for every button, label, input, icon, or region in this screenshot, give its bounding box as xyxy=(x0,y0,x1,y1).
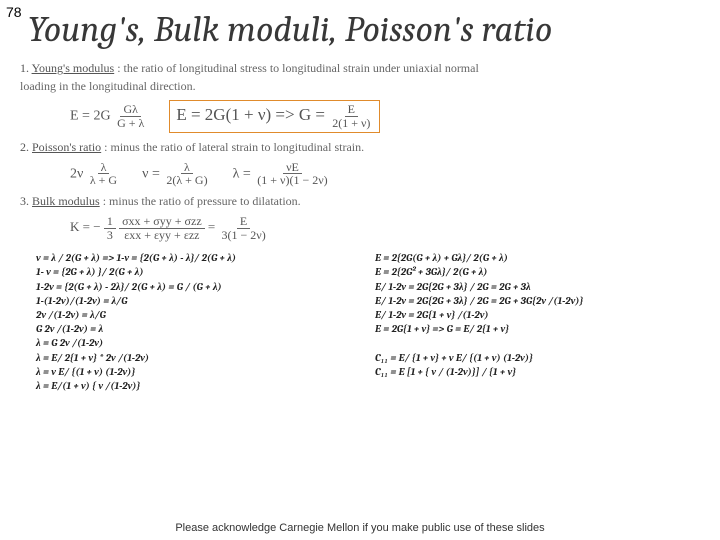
deriv-line: E/ 1-2ν = 2G{1 + ν} /(1-2ν) xyxy=(375,308,684,322)
eq-frac: νE (1 + ν)(1 − 2ν) xyxy=(254,161,330,187)
frac-num: λ xyxy=(98,161,110,175)
def-label: Poisson's ratio xyxy=(32,140,101,154)
frac-den: εxx + εyy + εzz xyxy=(121,229,202,242)
deriv-line: λ = G 2ν /(1-2ν) xyxy=(36,336,345,350)
deriv-line: 1- ν = {2G + λ) }/ 2(G + λ) xyxy=(36,265,345,279)
def-num: 2. xyxy=(20,140,29,154)
eq-frac2: E 2(1 + ν) xyxy=(329,103,373,129)
eq-frac: σxx + σyy + σzz εxx + εyy + εzz xyxy=(119,215,205,241)
left-column: ν = λ / 2(G + λ) => 1-ν = {2(G + λ) - λ}… xyxy=(36,251,345,393)
frac-den: 2(λ + G) xyxy=(163,174,210,187)
derivations: ν = λ / 2(G + λ) => 1-ν = {2(G + λ) - λ}… xyxy=(36,251,684,393)
eq-frac: λ λ + G xyxy=(87,161,120,187)
def-num: 1. xyxy=(20,61,29,75)
def-poisson: 2. Poisson's ratio : minus the ratio of … xyxy=(20,139,700,155)
deriv-line: E = 2{2G² + 3Gλ}/ 2(G + λ) xyxy=(375,265,684,279)
eq-part: E = 2G Gλ G + λ xyxy=(70,103,147,129)
poisson-equations: 2ν λ λ + G ν = λ 2(λ + G) λ = νE (1 + ν)… xyxy=(70,161,700,187)
page-number: 78 xyxy=(6,4,22,20)
def-young: 1. Young's modulus : the ratio of longit… xyxy=(20,60,700,76)
frac-num: Gλ xyxy=(120,103,140,117)
frac-den: 2(1 + ν) xyxy=(329,117,373,130)
def-desc: : minus the ratio of lateral strain to l… xyxy=(104,140,364,154)
eq-frac: λ 2(λ + G) xyxy=(163,161,210,187)
deriv-line: λ = E/(1 + ν) { ν /(1-2ν)} xyxy=(36,379,345,393)
eq-rhs: = xyxy=(208,219,215,234)
eq-part: ν = λ 2(λ + G) xyxy=(142,161,210,187)
deriv-line: C₁₁ = E/ {1 + ν} + ν E/ {(1 + ν) (1-2ν)} xyxy=(375,351,684,365)
def-label: Young's modulus xyxy=(32,61,115,75)
frac-num: νE xyxy=(283,161,302,175)
eq-lhs: K = − xyxy=(70,219,101,234)
def-label: Bulk modulus xyxy=(32,194,100,208)
deriv-line: E/ 1-2ν = 2G{2G + 3λ} / 2G = 2G + 3G{2ν … xyxy=(375,294,684,308)
eq-frac: 1 3 xyxy=(104,215,116,241)
def-num: 3. xyxy=(20,194,29,208)
def-desc: : the ratio of longitudinal stress to lo… xyxy=(117,61,479,75)
frac-num: σxx + σyy + σzz xyxy=(119,215,205,229)
deriv-line: ν = λ / 2(G + λ) => 1-ν = {2(G + λ) - λ}… xyxy=(36,251,345,265)
deriv-line: E/ 1-2ν = 2G{2G + 3λ} / 2G = 2G + 3λ xyxy=(375,280,684,294)
deriv-line: λ = ν E/ {(1 + ν) (1-2ν)} xyxy=(36,365,345,379)
bulk-equations: K = − 1 3 σxx + σyy + σzz εxx + εyy + εz… xyxy=(70,215,700,241)
eq-lhs: ν = xyxy=(142,166,160,181)
deriv-line: 2ν /(1-2ν) = λ/G xyxy=(36,308,345,322)
frac-num: λ xyxy=(181,161,193,175)
title-region: Young's, Bulk moduli, Poisson's ratio xyxy=(28,0,720,56)
eq-lhs2: E = 2G(1 + ν) => G = xyxy=(176,105,325,124)
eq-lhs: 2ν xyxy=(70,166,83,181)
frac-den: 3(1 − 2ν) xyxy=(219,229,269,242)
frac-den: (1 + ν)(1 − 2ν) xyxy=(254,174,330,187)
content-area: 1. Young's modulus : the ratio of longit… xyxy=(0,56,720,393)
deriv-line: E = 2G{1 + ν} => G = E/ 2{1 + ν} xyxy=(375,322,684,336)
deriv-line: λ = E/ 2{1 + ν} * 2ν /(1-2ν) xyxy=(36,351,345,365)
frac-num: 1 xyxy=(104,215,116,229)
def-young-2: loading in the longitudinal direction. xyxy=(20,78,700,94)
frac-den: 3 xyxy=(104,229,116,242)
deriv-line: 1-(1-2ν)/(1-2ν) = λ/G xyxy=(36,294,345,308)
eq-lhs: λ = xyxy=(233,166,251,181)
frac-num: E xyxy=(345,103,358,117)
def-bulk: 3. Bulk modulus : minus the ratio of pre… xyxy=(20,193,700,209)
footer-text: Please acknowledge Carnegie Mellon if yo… xyxy=(0,522,720,534)
right-column: E = 2{2G(G + λ) + Gλ}/ 2(G + λ) E = 2{2G… xyxy=(375,251,684,393)
frac-den: G + λ xyxy=(114,117,147,130)
deriv-line: 1-2ν = {2(G + λ) - 2λ}/ 2(G + λ) = G / (… xyxy=(36,280,345,294)
deriv-line: E = 2{2G(G + λ) + Gλ}/ 2(G + λ) xyxy=(375,251,684,265)
frac-num: E xyxy=(237,215,250,229)
frac-den: λ + G xyxy=(87,174,120,187)
young-boxed: E = 2G(1 + ν) => G = E 2(1 + ν) xyxy=(169,100,380,132)
deriv-line xyxy=(375,336,684,350)
slide-title: Young's, Bulk moduli, Poisson's ratio xyxy=(28,9,552,50)
eq-part: 2ν λ λ + G xyxy=(70,161,120,187)
eq-lhs: E = 2G xyxy=(70,109,111,124)
deriv-line: C₁₁ = E [1 + { ν / (1-2ν)}] / {1 + ν} xyxy=(375,365,684,379)
eq-part: K = − 1 3 σxx + σyy + σzz εxx + εyy + εz… xyxy=(70,215,269,241)
eq-part: λ = νE (1 + ν)(1 − 2ν) xyxy=(233,161,331,187)
deriv-line: G 2ν /(1-2ν) = λ xyxy=(36,322,345,336)
eq-frac: Gλ G + λ xyxy=(114,103,147,129)
def-desc: : minus the ratio of pressure to dilatat… xyxy=(103,194,301,208)
eq-frac: E 3(1 − 2ν) xyxy=(219,215,269,241)
young-equations: E = 2G Gλ G + λ E = 2G(1 + ν) => G = E 2… xyxy=(70,100,700,132)
